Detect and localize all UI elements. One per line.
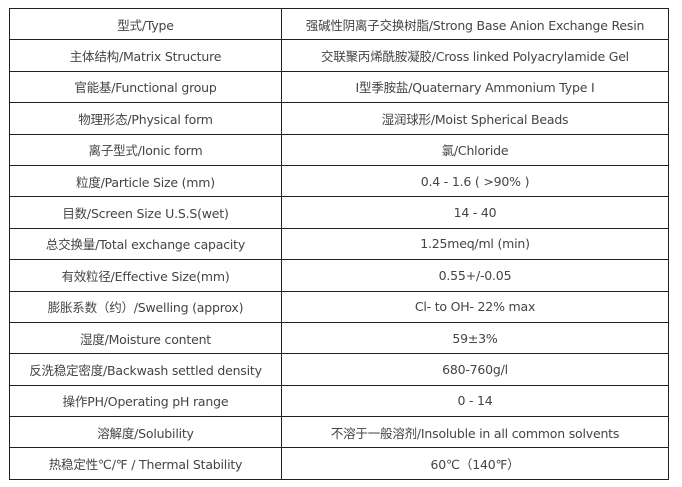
value-cell: 680-760g/l [281,353,669,386]
table-row: 有效粒径/Effective Size(mm) 0.55+/-0.05 [9,259,669,292]
property-cell: 官能基/Functional group [9,70,282,104]
property-cell: 操作PH/Operating pH range [9,384,282,418]
property-cell: 物理形态/Physical form [9,102,282,135]
property-cell: 湿度/Moisture content [9,321,282,355]
table-row: 膨胀系数（约）/Swelling (approx) Cl- to OH- 22% … [9,290,669,323]
property-cell: 目数/Screen Size U.S.S(wet) [9,196,282,229]
table-row: 溶解度/Solubility 不溶于一般溶剂/Insoluble in all c… [9,416,669,449]
property-cell: 膨胀系数（约）/Swelling (approx) [9,290,282,323]
value-cell: 湿润球形/Moist Spherical Beads [281,102,669,135]
value-cell: 1.25meq/ml (min) [281,227,669,261]
table-row: 物理形态/Physical form 湿润球形/Moist Spherical B… [9,102,669,135]
specification-table: 型式/Type 强碱性阴离子交换树脂/Strong Base Anion Exch… [9,7,669,480]
table-row: 总交换量/Total exchange capacity 1.25meq/ml (… [9,227,669,261]
value-cell: I型季胺盐/Quaternary Ammonium Type I [281,70,669,104]
table-row: 操作PH/Operating pH range 0 - 14 [9,384,669,418]
table-row: 湿度/Moisture content 59±3% [9,321,669,355]
property-cell: 反洗稳定密度/Backwash settled density [9,353,282,386]
value-cell: 氯/Chloride [281,133,669,166]
table-row: 离子型式/Ionic form 氯/Chloride [9,133,669,166]
table-row: 主体结构/Matrix Structure 交联聚丙烯酰胺凝胶/Cross lin… [9,39,669,72]
property-cell: 总交换量/Total exchange capacity [9,227,282,261]
value-cell: 不溶于一般溶剂/Insoluble in all common solvents [281,416,669,449]
property-cell: 离子型式/Ionic form [9,133,282,166]
value-cell: 0.55+/-0.05 [281,259,669,292]
table-row: 型式/Type 强碱性阴离子交换树脂/Strong Base Anion Exch… [9,7,669,41]
property-cell: 热稳定性℃/℉ / Thermal Stability [9,447,282,480]
property-cell: 粒度/Particle Size (mm) [9,164,282,198]
table-row: 官能基/Functional group I型季胺盐/Quaternary Amm… [9,70,669,104]
value-cell: 交联聚丙烯酰胺凝胶/Cross linked Polyacrylamide Ge… [281,39,669,72]
value-cell: 强碱性阴离子交换树脂/Strong Base Anion Exchange Re… [281,7,669,41]
property-cell: 主体结构/Matrix Structure [9,39,282,72]
value-cell: 59±3% [281,321,669,355]
value-cell: Cl- to OH- 22% max [281,290,669,323]
value-cell: 0.4 - 1.6 ( >90% ) [281,164,669,198]
table-row: 反洗稳定密度/Backwash settled density 680-760g/… [9,353,669,386]
value-cell: 0 - 14 [281,384,669,418]
value-cell: 14 - 40 [281,196,669,229]
value-cell: 60℃（140℉） [281,447,669,480]
property-cell: 溶解度/Solubility [9,416,282,449]
table-row: 粒度/Particle Size (mm) 0.4 - 1.6 ( >90% ) [9,164,669,198]
table-row: 目数/Screen Size U.S.S(wet) 14 - 40 [9,196,669,229]
property-cell: 有效粒径/Effective Size(mm) [9,259,282,292]
table-row: 热稳定性℃/℉ / Thermal Stability 60℃（140℉） [9,447,669,480]
property-cell: 型式/Type [9,7,282,41]
